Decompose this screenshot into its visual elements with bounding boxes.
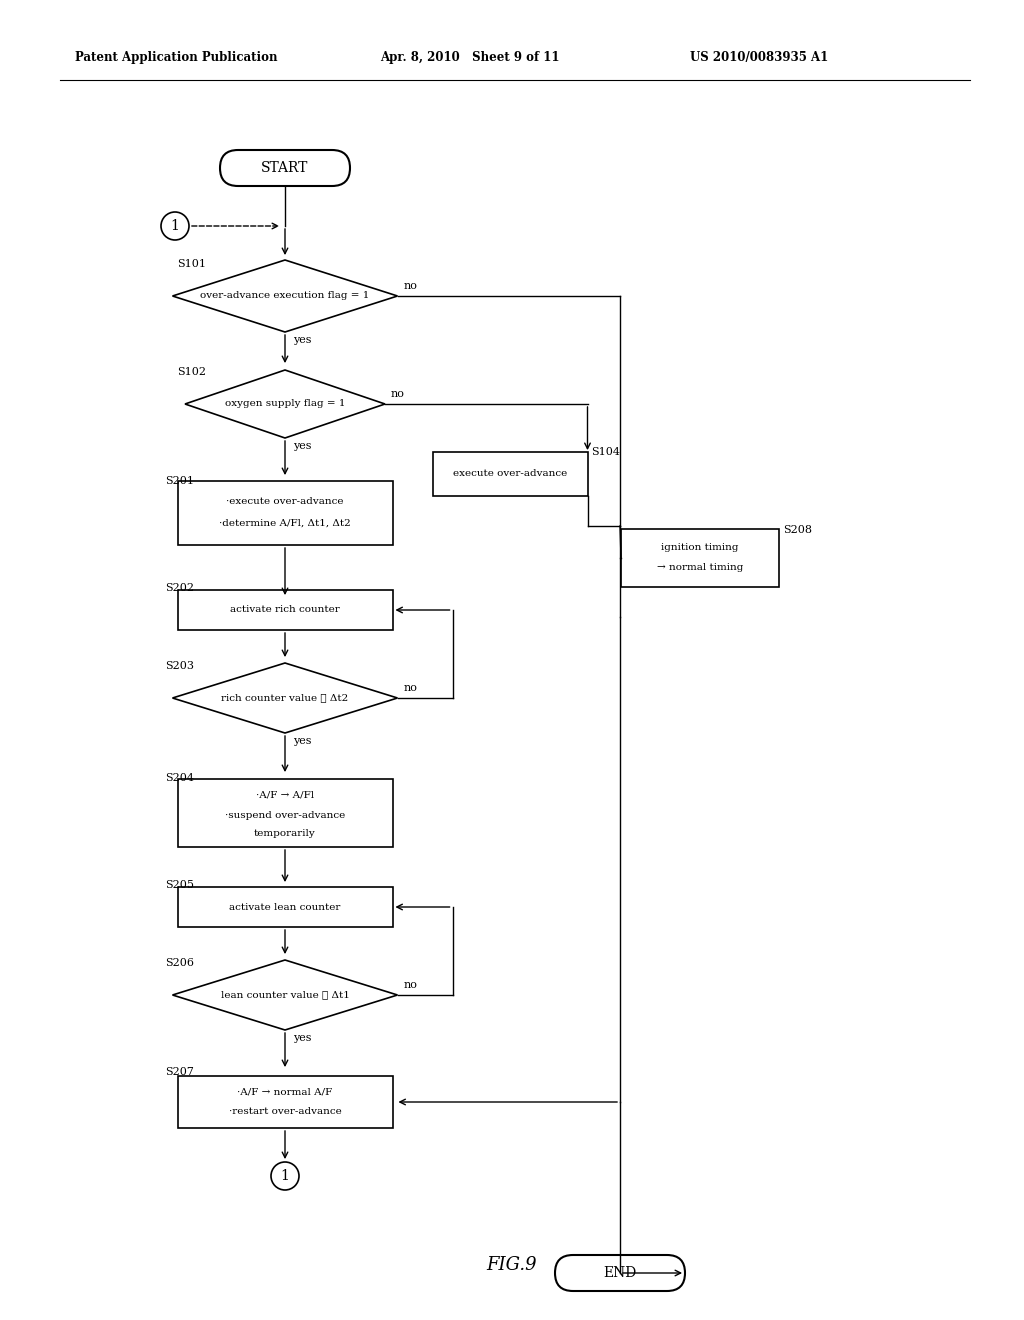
Text: yes: yes [293,1034,311,1043]
Text: no: no [403,281,418,290]
Text: temporarily: temporarily [254,829,315,837]
Bar [621,529,779,587]
Text: S201: S201 [165,477,194,486]
Text: execute over-advance: execute over-advance [453,470,567,479]
Text: oxygen supply flag = 1: oxygen supply flag = 1 [224,400,345,408]
Text: Apr. 8, 2010   Sheet 9 of 11: Apr. 8, 2010 Sheet 9 of 11 [380,51,559,65]
Text: S202: S202 [165,583,194,593]
Text: END: END [603,1266,637,1280]
Text: START: START [261,161,308,176]
Text: no: no [403,682,418,693]
Text: activate rich counter: activate rich counter [230,606,340,615]
Text: 1: 1 [171,219,179,234]
Bar [177,1076,392,1129]
Bar [177,779,392,847]
Text: S203: S203 [165,661,194,671]
Text: S104: S104 [592,447,621,457]
Bar [177,480,392,545]
Text: S206: S206 [165,958,194,968]
Text: FIG.9: FIG.9 [486,1257,538,1274]
Text: over-advance execution flag = 1: over-advance execution flag = 1 [201,292,370,301]
Text: ·A/F → normal A/F: ·A/F → normal A/F [238,1088,333,1097]
Text: ·suspend over-advance: ·suspend over-advance [225,810,345,820]
Text: yes: yes [293,335,311,345]
Text: S101: S101 [177,259,206,269]
Text: US 2010/0083935 A1: US 2010/0083935 A1 [690,51,828,65]
Text: S205: S205 [165,880,194,890]
Text: yes: yes [293,441,311,451]
Text: rich counter value ≧ Δt2: rich counter value ≧ Δt2 [221,693,348,702]
Text: ignition timing: ignition timing [662,544,738,553]
Bar [177,887,392,927]
Text: → normal timing: → normal timing [656,564,743,573]
Text: 1: 1 [281,1170,290,1183]
Text: lean counter value ≧ Δt1: lean counter value ≧ Δt1 [220,990,349,999]
Text: S208: S208 [783,525,812,535]
Text: Patent Application Publication: Patent Application Publication [75,51,278,65]
Text: activate lean counter: activate lean counter [229,903,341,912]
Text: ·determine A/Fl, Δt1, Δt2: ·determine A/Fl, Δt1, Δt2 [219,519,351,528]
Bar [432,451,588,496]
Bar [177,590,392,630]
Text: no: no [403,979,418,990]
Text: ·restart over-advance: ·restart over-advance [228,1107,341,1117]
Text: S207: S207 [165,1067,194,1077]
Text: ·A/F → A/Fl: ·A/F → A/Fl [256,791,314,800]
Text: no: no [391,389,404,399]
Text: yes: yes [293,737,311,746]
Text: ·execute over-advance: ·execute over-advance [226,496,344,506]
Text: S204: S204 [165,774,194,783]
Text: S102: S102 [177,367,206,378]
